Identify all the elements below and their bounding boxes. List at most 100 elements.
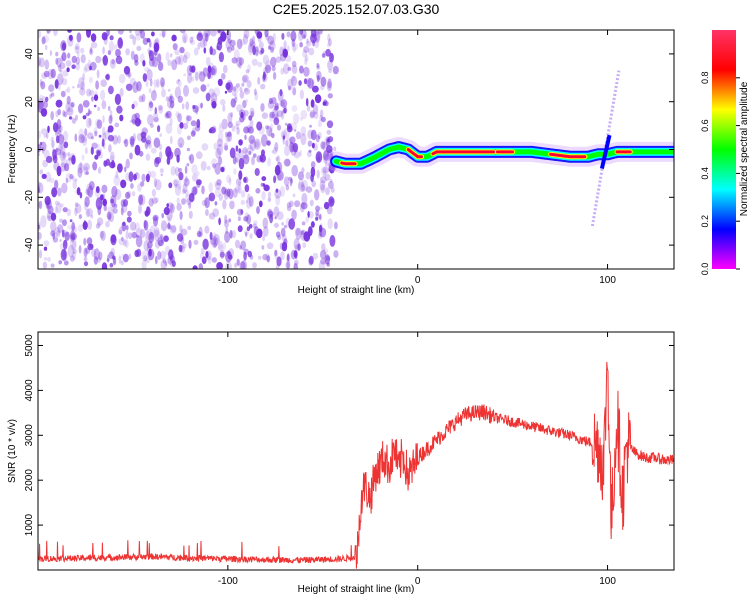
noise-point [319,206,323,210]
noise-point [324,254,331,265]
noise-point [102,126,106,136]
noise-point [59,62,66,70]
noise-point [208,212,216,220]
noise-point [301,179,308,192]
noise-point [265,125,269,130]
noise-point [237,184,242,194]
noise-point [164,261,168,267]
noise-point [283,107,287,114]
noise-point [68,116,73,120]
noise-point [78,128,84,140]
noise-point [69,219,73,223]
noise-point [150,147,157,154]
noise-point [153,177,158,188]
noise-point [53,161,60,171]
noise-point [108,251,115,259]
noise-point [275,113,280,124]
noise-point [235,158,239,164]
noise-point [188,210,193,219]
noise-point [321,243,326,251]
noise-point [204,197,210,209]
noise-point [238,180,242,187]
noise-point [253,220,258,226]
noise-point [85,188,90,196]
noise-point [307,140,313,147]
noise-point [243,110,249,117]
noise-point [134,222,141,234]
noise-point [72,86,75,89]
snr-series-line [38,361,674,569]
noise-point [45,44,48,51]
noise-point [145,141,148,150]
noise-point [153,137,161,149]
noise-point [76,187,81,193]
noise-point [323,150,330,161]
noise-point [283,158,291,167]
noise-point [77,163,84,174]
noise-point [172,43,178,51]
noise-point [109,58,116,69]
noise-point [291,209,297,220]
noise-point [110,247,116,257]
noise-point [309,110,316,118]
noise-point [266,255,271,263]
noise-point [142,73,148,82]
noise-point [47,125,50,133]
noise-point [240,209,243,215]
noise-point [38,249,43,259]
noise-point [235,83,241,88]
noise-point [72,179,77,190]
noise-point [217,30,221,34]
snr-marks [38,361,674,569]
noise-point [174,166,180,177]
noise-point [274,216,277,220]
noise-point [201,199,208,206]
noise-point [232,155,237,165]
noise-point [91,96,94,102]
noise-point [205,32,209,43]
noise-point [317,119,322,128]
noise-point [218,51,224,63]
noise-point [155,239,160,249]
noise-point [201,185,205,195]
noise-point [260,47,265,54]
noise-point [177,113,182,123]
noise-point [280,227,286,237]
noise-point [248,44,254,56]
noise-point [326,120,334,129]
noise-point [220,99,226,106]
noise-point [191,76,195,82]
noise-point [84,196,90,208]
noise-point [249,40,256,50]
noise-point [102,46,105,55]
noise-point [55,147,59,152]
noise-point [242,147,249,154]
noise-point [242,34,249,45]
noise-point [50,68,56,79]
noise-point [66,95,71,105]
noise-point [318,224,323,233]
noise-point [243,126,250,134]
noise-point [167,99,172,108]
noise-point [157,61,164,71]
noise-point [299,89,304,100]
noise-point [216,143,224,156]
noise-point [327,136,334,143]
noise-point [71,234,75,240]
noise-point [238,57,244,66]
noise-point [293,151,301,159]
noise-point [300,133,307,146]
noise-point [236,208,244,216]
noise-point [254,30,259,35]
noise-point [328,38,332,47]
noise-point [235,145,239,152]
noise-point [86,208,93,217]
noise-point [241,259,247,269]
noise-point [149,123,154,128]
noise-point [281,222,284,226]
noise-point [261,134,268,147]
noise-point [190,130,196,137]
noise-point [102,132,107,142]
noise-point [303,231,311,242]
noise-point [97,256,101,264]
